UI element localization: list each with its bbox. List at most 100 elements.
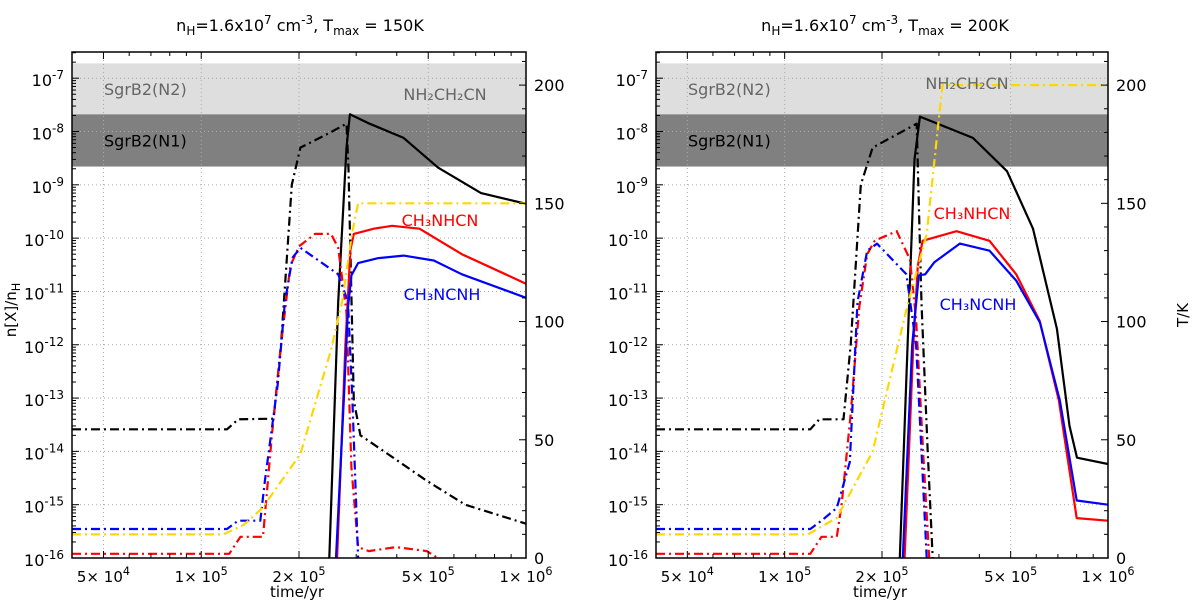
- y-tick-label: 10-8: [616, 122, 648, 144]
- text-segment: 2× 10: [855, 568, 901, 586]
- text-segment: 5× 10: [402, 568, 448, 586]
- text-segment: -8: [636, 122, 648, 136]
- text-segment: -15: [628, 495, 648, 509]
- text-segment: -10: [44, 228, 64, 242]
- series-group: [656, 84, 1108, 558]
- text-segment: 10: [608, 498, 628, 517]
- text-segment: -13: [628, 388, 648, 402]
- y2-tick-label: 150: [534, 194, 565, 213]
- y2-tick-label: 200: [534, 76, 565, 95]
- annotation-label: CH₃NHCN: [934, 204, 1011, 223]
- x-tick-label: 2× 105: [272, 565, 325, 586]
- text-segment: -16: [628, 548, 648, 562]
- text-segment: 10: [24, 551, 44, 570]
- text-segment: max: [918, 24, 944, 38]
- text-segment: 10: [24, 498, 44, 517]
- text-segment: =1.6x10: [780, 16, 849, 35]
- text-segment: 10: [608, 231, 628, 250]
- x-axis-label: time/yr: [853, 583, 908, 600]
- y-tick-label: 10-11: [608, 281, 648, 303]
- text-segment: , T: [313, 16, 333, 35]
- text-segment: -10: [628, 228, 648, 242]
- text-segment: n: [761, 16, 771, 35]
- y-tick-label: 10-7: [616, 68, 648, 90]
- y2-tick-label: 200: [1116, 76, 1147, 95]
- y-tick-label: 10-13: [24, 388, 64, 410]
- text-segment: n: [176, 16, 186, 35]
- x-tick-label: 2× 105: [855, 565, 908, 586]
- text-segment: 4: [707, 565, 714, 578]
- series-line-CH₃NHCN-solid: [336, 224, 526, 558]
- text-segment: 1× 10: [758, 568, 804, 586]
- text-segment: 5: [1030, 565, 1037, 578]
- x-tick-label: 5× 104: [77, 565, 130, 586]
- series-line-CH₃NHCN-dashdot: [656, 230, 931, 558]
- text-segment: = 150K: [359, 16, 424, 35]
- annotation-label: CH₃NHCN: [402, 211, 479, 230]
- y2-tick-label: 100: [1116, 313, 1147, 332]
- text-segment: H: [10, 283, 23, 291]
- band-label: SgrB2(N2): [688, 80, 771, 99]
- series-line-NH₂CH₂CN-solid: [328, 113, 526, 558]
- text-segment: 10: [24, 284, 44, 303]
- series-line-CH₃NCNH-solid: [901, 242, 1108, 558]
- y-tick-label: 10-14: [24, 441, 64, 463]
- text-segment: =1.6x10: [195, 16, 264, 35]
- y2-tick-label: 0: [534, 549, 544, 568]
- y-tick-label: 10-13: [608, 388, 648, 410]
- text-segment: -12: [628, 335, 648, 349]
- text-segment: 6: [1127, 565, 1134, 578]
- x-tick-label: 1× 106: [499, 565, 552, 586]
- text-segment: 10: [24, 338, 44, 357]
- band-label: SgrB2(N1): [688, 131, 771, 150]
- text-segment: -13: [44, 388, 64, 402]
- y-tick-label: 10-15: [608, 495, 648, 517]
- band-label: SgrB2(N1): [104, 131, 187, 150]
- band-label: SgrB2(N2): [104, 80, 187, 99]
- annotation-label: NH₂CH₂CN: [925, 74, 1008, 93]
- text-segment: 10: [616, 178, 636, 197]
- text-segment: -11: [628, 281, 648, 295]
- series-line-CH₃NHCN-solid: [903, 230, 1108, 558]
- text-segment: 10: [24, 444, 44, 463]
- text-segment: cm: [857, 16, 886, 35]
- x-tick-label: 1× 106: [1081, 565, 1134, 586]
- x-tick-label: 5× 105: [984, 565, 1037, 586]
- text-segment: 5× 10: [77, 568, 123, 586]
- x-tick-label: 5× 104: [661, 565, 714, 586]
- y2-tick-label: 50: [534, 431, 554, 450]
- y2-tick-label: 50: [1116, 431, 1136, 450]
- annotation-label: CH₃NCNH: [940, 295, 1017, 314]
- text-segment: max: [333, 24, 359, 38]
- x-tick-label: 5× 105: [402, 565, 455, 586]
- y-tick-label: 10-15: [24, 495, 64, 517]
- text-segment: -9: [636, 175, 648, 189]
- chart-title: nH=1.6x107 cm-3, Tmax = 150K: [176, 13, 424, 38]
- text-segment: -16: [44, 548, 64, 562]
- text-segment: 10: [608, 284, 628, 303]
- y-tick-label: 10-16: [24, 548, 64, 570]
- series-group: [72, 113, 526, 558]
- y-tick-label: 10-10: [608, 228, 648, 250]
- text-segment: 5: [901, 565, 908, 578]
- text-segment: -12: [44, 335, 64, 349]
- chart-title: nH=1.6x107 cm-3, Tmax = 200K: [761, 13, 1009, 38]
- annotation-label: NH₂CH₂CN: [403, 85, 486, 104]
- text-segment: -11: [44, 281, 64, 295]
- series-line-NH₂CH₂CN-dashdot: [72, 122, 526, 525]
- text-segment: 4: [123, 565, 130, 578]
- x-tick-label: 1× 105: [758, 565, 811, 586]
- text-segment: -14: [628, 441, 648, 455]
- y2-tick-label: 150: [1116, 194, 1147, 213]
- y-tick-label: 10-11: [24, 281, 64, 303]
- text-segment: 5× 10: [984, 568, 1030, 586]
- text-segment: H: [186, 24, 195, 38]
- text-segment: 7: [849, 13, 857, 27]
- y-tick-label: 10-14: [608, 441, 648, 463]
- y2-tick-label: 100: [534, 313, 565, 332]
- series-line-NH₂CH₂CN-solid: [898, 115, 1108, 558]
- text-segment: -3: [886, 13, 898, 27]
- series-line-NH₂CH₂CN-dashdot: [656, 122, 934, 558]
- text-segment: 1× 10: [499, 568, 545, 586]
